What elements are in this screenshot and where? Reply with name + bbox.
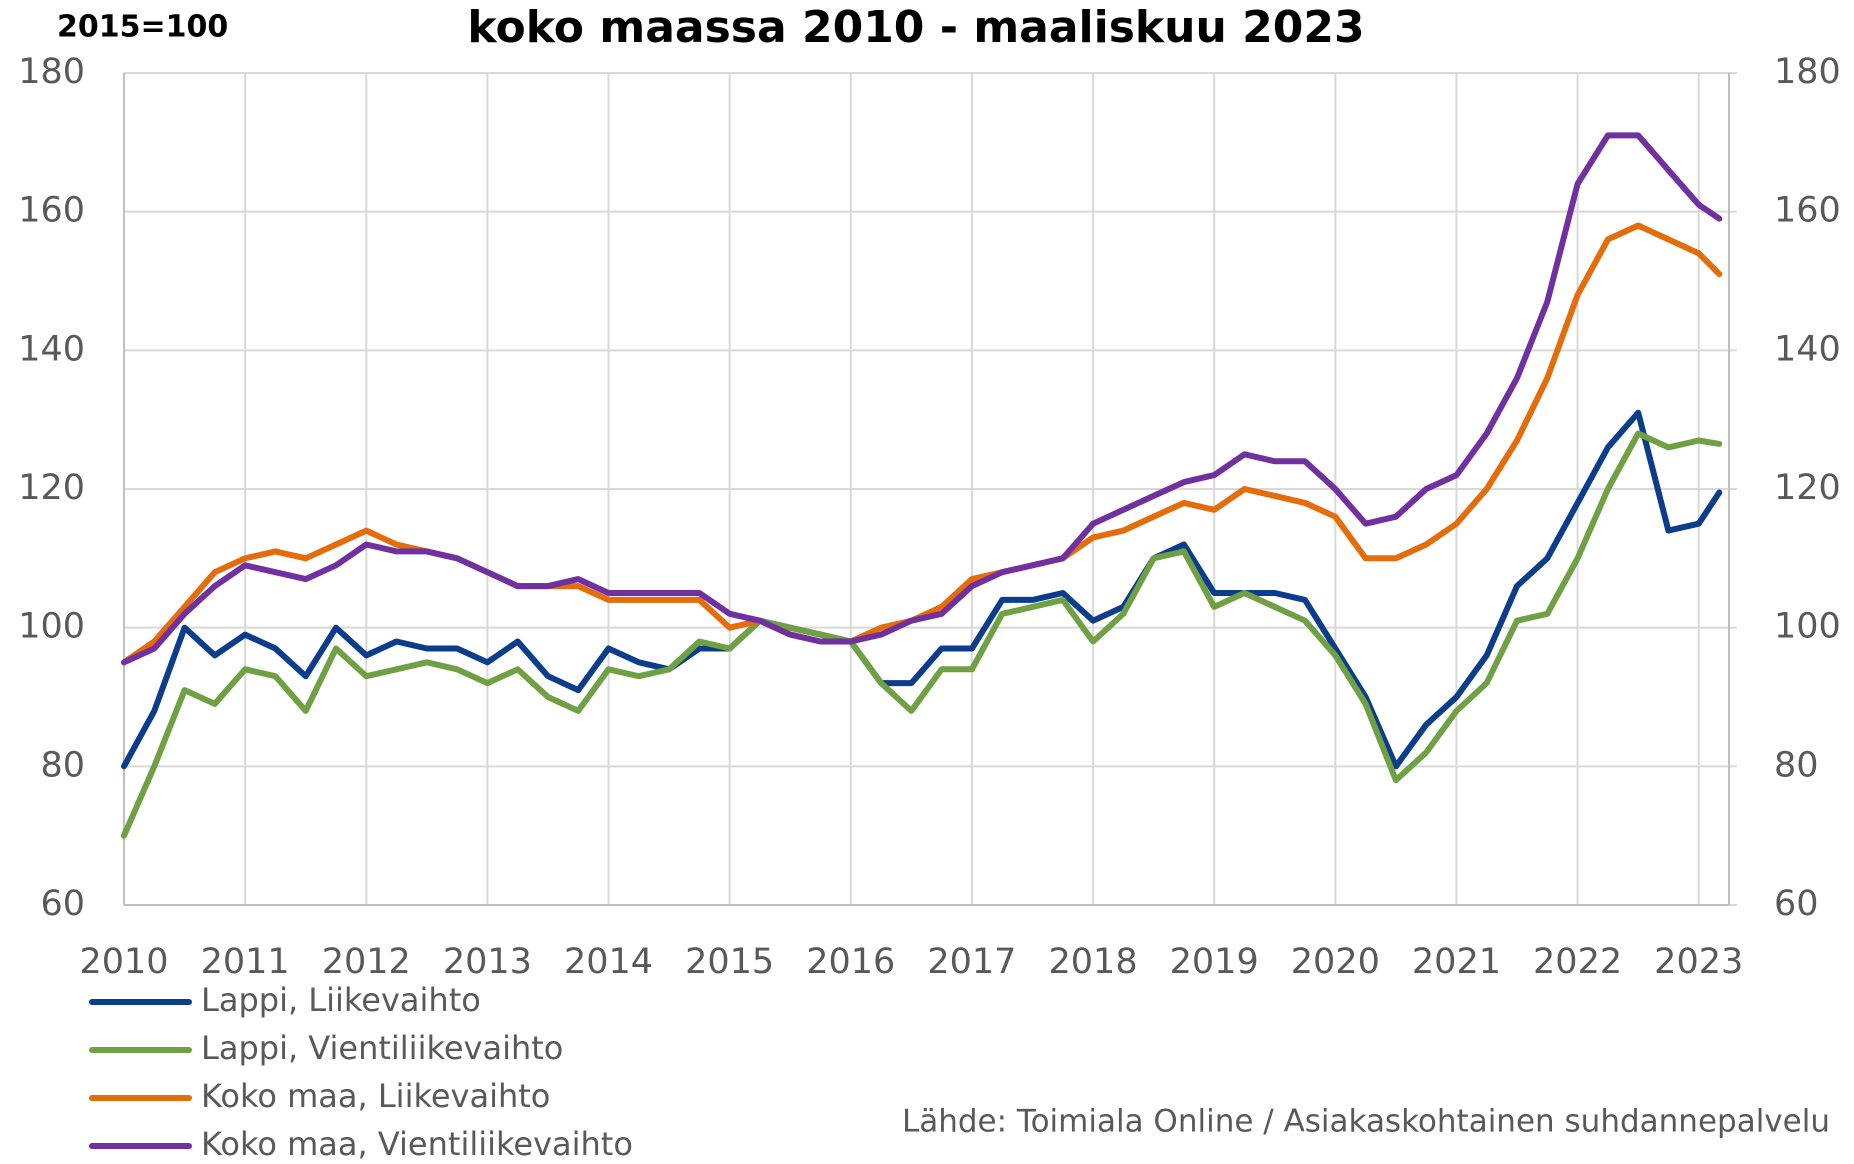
legend-label: Lappi, Liikevaihto <box>201 981 481 1019</box>
x-tick-label: 2010 <box>79 942 168 982</box>
source: Lähde: Toimiala Online / Asiakaskohtaine… <box>902 1104 1830 1140</box>
x-tick-label: 2021 <box>1412 942 1501 982</box>
x-tick-label: 2022 <box>1533 942 1622 982</box>
y2-tick-label: 100 <box>1774 607 1841 647</box>
x-tick-label: 2016 <box>806 942 895 982</box>
y2-tick-label: 160 <box>1774 191 1841 231</box>
x-tick-label: 2015 <box>685 942 774 982</box>
legend-label: Koko maa, Vientiliikevaihto <box>201 1125 633 1163</box>
y-tick-label: 60 <box>40 884 85 924</box>
series-line <box>121 222 1723 666</box>
y2-tick-label: 180 <box>1774 52 1841 92</box>
y-tick-label: 160 <box>18 191 85 231</box>
y2-tick-label: 140 <box>1774 329 1841 369</box>
series-line <box>121 132 1723 666</box>
x-tick-label: 2017 <box>927 942 1016 982</box>
subtitle: 2015=100 <box>57 10 228 45</box>
legend-label: Koko maa, Liikevaihto <box>201 1077 550 1115</box>
y2-tick-label: 120 <box>1774 468 1841 508</box>
y-tick-label: 140 <box>18 329 85 369</box>
x-tick-label: 2019 <box>1170 942 1259 982</box>
x-tick-label: 2014 <box>564 942 653 982</box>
x-tick-label: 2012 <box>322 942 411 982</box>
y-tick-label: 120 <box>18 468 85 508</box>
series-line <box>121 409 1723 770</box>
x-tick-label: 2018 <box>1049 942 1138 982</box>
x-tick-label: 2013 <box>443 942 532 982</box>
y-tick-label: 80 <box>40 745 85 785</box>
series-line <box>121 430 1723 839</box>
y2-tick-label: 60 <box>1774 884 1819 924</box>
legend-label: Lappi, Vientiliikevaihto <box>201 1029 563 1067</box>
x-tick-label: 2011 <box>201 942 290 982</box>
x-tick-label: 2023 <box>1654 942 1743 982</box>
y-tick-label: 180 <box>18 52 85 92</box>
y-tick-label: 100 <box>18 607 85 647</box>
y2-tick-label: 80 <box>1774 745 1819 785</box>
x-tick-label: 2020 <box>1291 942 1380 982</box>
chart-title: koko maassa 2010 - maaliskuu 2023 <box>467 2 1364 53</box>
